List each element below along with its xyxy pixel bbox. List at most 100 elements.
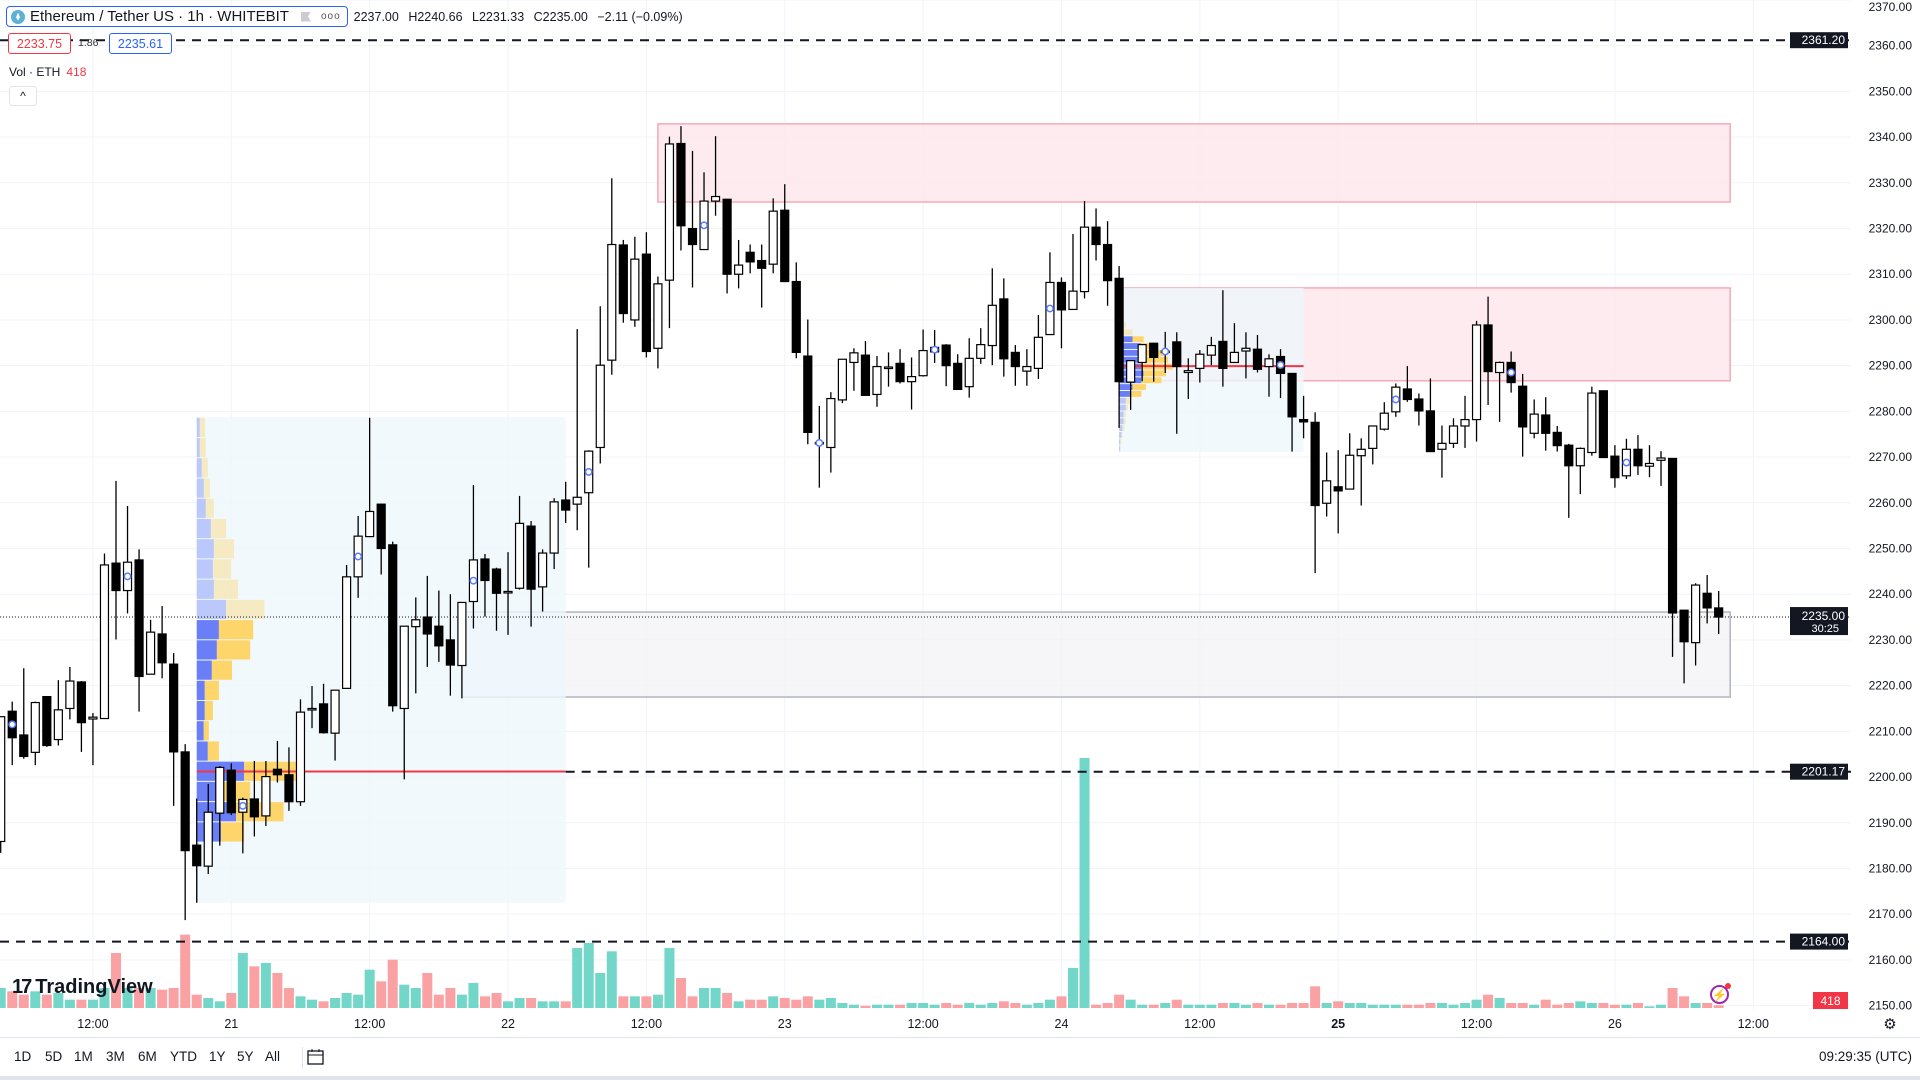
candle-down [272, 768, 283, 776]
range-all[interactable]: All [265, 1049, 281, 1064]
price-tick-label: 2280.00 [1869, 404, 1913, 418]
volume-bar [1413, 1004, 1424, 1008]
candle-down [618, 244, 628, 315]
volume-bar [1067, 968, 1078, 1008]
range-ytd[interactable]: YTD [170, 1049, 197, 1064]
idea-marker-icon [584, 467, 593, 476]
volume-bar [491, 993, 502, 1008]
volume-bar [1194, 1004, 1205, 1008]
candle-up [607, 243, 617, 361]
volume-bar [1148, 1004, 1159, 1008]
volume-bar [722, 993, 733, 1008]
candle-down [1714, 607, 1724, 618]
candle-down [422, 616, 432, 635]
volume-bar [514, 998, 525, 1008]
volume-profile-down-bar [213, 539, 235, 559]
volume-bar [802, 996, 813, 1008]
range-5d[interactable]: 5D [45, 1049, 63, 1064]
sell-button[interactable]: 2233.75 [8, 33, 71, 54]
volume-profile-down-bar [203, 478, 210, 498]
candle-up [872, 365, 882, 396]
volume-bar [468, 983, 479, 1008]
volume-bar [1010, 1003, 1021, 1008]
volume-bar [330, 998, 341, 1008]
volume-profile-down-bar [1120, 438, 1122, 445]
settings-gear-icon[interactable]: ⚙ [1883, 1016, 1897, 1033]
volume-profile-up-bar [196, 417, 200, 438]
demand-zone [461, 611, 1731, 698]
candle-down [376, 503, 386, 550]
level-price-label: 2164.00 [1802, 935, 1846, 949]
volume-profile-up-bar [196, 640, 217, 660]
candle-down [1552, 431, 1562, 447]
candle-up [987, 304, 997, 347]
volume-bar [191, 994, 202, 1008]
volume-label-bg [1813, 992, 1848, 1009]
symbol-title[interactable]: Ethereum / Tether US · 1h · WHITEBIT ooo [6, 6, 348, 27]
candle-down [42, 695, 52, 747]
flag-icon[interactable] [300, 11, 311, 22]
range-1y[interactable]: 1Y [209, 1049, 226, 1064]
volume-bar [664, 948, 675, 1008]
volume-bar [825, 998, 836, 1008]
volume-profile-up-bar [1119, 356, 1144, 363]
volume-bar [1425, 1003, 1436, 1008]
candle-up [0, 716, 6, 843]
level-price-label: 2201.17 [1802, 765, 1846, 779]
volume-bar [237, 953, 248, 1008]
go-to-date-icon[interactable] [306, 1047, 326, 1067]
volume-bar [445, 988, 456, 1008]
candle-up [88, 716, 98, 720]
time-tick-label: 21 [224, 1017, 238, 1031]
volume-profile-down-bar [1141, 377, 1162, 384]
candles [0, 126, 1724, 921]
volume-profile-down-bar [1132, 384, 1146, 391]
collapse-button[interactable]: ^ [9, 86, 37, 106]
volume-profile-down-bar [1123, 418, 1126, 425]
bottom-strip [0, 1076, 1920, 1080]
range-1d[interactable]: 1D [14, 1049, 32, 1064]
volume-bar [860, 1005, 871, 1008]
candle-down [1425, 410, 1436, 453]
volume-bar [560, 1001, 571, 1008]
volume-profile-up-bar [1119, 349, 1144, 356]
volume-bar [1379, 1004, 1390, 1008]
volume-profile-down-bar [211, 660, 233, 680]
price-tick-label: 2350.00 [1869, 84, 1913, 98]
volume-bar [745, 999, 756, 1008]
time-tick-label: 12:00 [1184, 1017, 1215, 1031]
candle-down [641, 253, 651, 353]
volume-bar [376, 981, 387, 1008]
volume-bar [1287, 1003, 1298, 1008]
more-icon[interactable]: ooo [320, 11, 341, 22]
lightning-icon[interactable]: ⚡ [1710, 985, 1729, 1004]
spread-value: 1.86 [78, 37, 99, 49]
clock-utc[interactable]: 09:29:35 (UTC) [1818, 1049, 1912, 1064]
range-6m[interactable]: 6M [138, 1049, 157, 1064]
buy-button[interactable]: 2235.61 [109, 33, 172, 54]
candle-down [1149, 342, 1159, 359]
price-tick-label: 2300.00 [1869, 313, 1913, 327]
range-5y[interactable]: 5Y [237, 1049, 254, 1064]
price-tick-label: 2320.00 [1869, 222, 1913, 236]
price-chart[interactable]: 2370.00 2360.00 2350.00 2340.00 2330.00 2320.… [0, 0, 1920, 1036]
candle-down [19, 734, 29, 758]
volume-bar [906, 1003, 917, 1008]
volume-bar [1667, 988, 1678, 1008]
range-3m[interactable]: 3M [106, 1049, 125, 1064]
volume-profile-down-bar [220, 822, 245, 842]
time-tick-label: 26 [1608, 1017, 1622, 1031]
volume-profile-up-bar [196, 599, 226, 620]
open-value: 2237.00 [353, 9, 399, 24]
tradingview-logo[interactable]: 17 TradingView [12, 976, 153, 999]
candle-up [261, 775, 271, 817]
zones [461, 123, 1731, 698]
candle-up [145, 631, 156, 675]
level-price-label-bg [1790, 933, 1848, 950]
volume-bar [1529, 1004, 1540, 1008]
volume-profile-down-bar [1123, 411, 1126, 418]
volume-bars [0, 758, 1724, 1008]
volume-profile-down-bar [1125, 404, 1129, 411]
candle-up [1379, 412, 1389, 430]
range-1m[interactable]: 1M [74, 1049, 93, 1064]
